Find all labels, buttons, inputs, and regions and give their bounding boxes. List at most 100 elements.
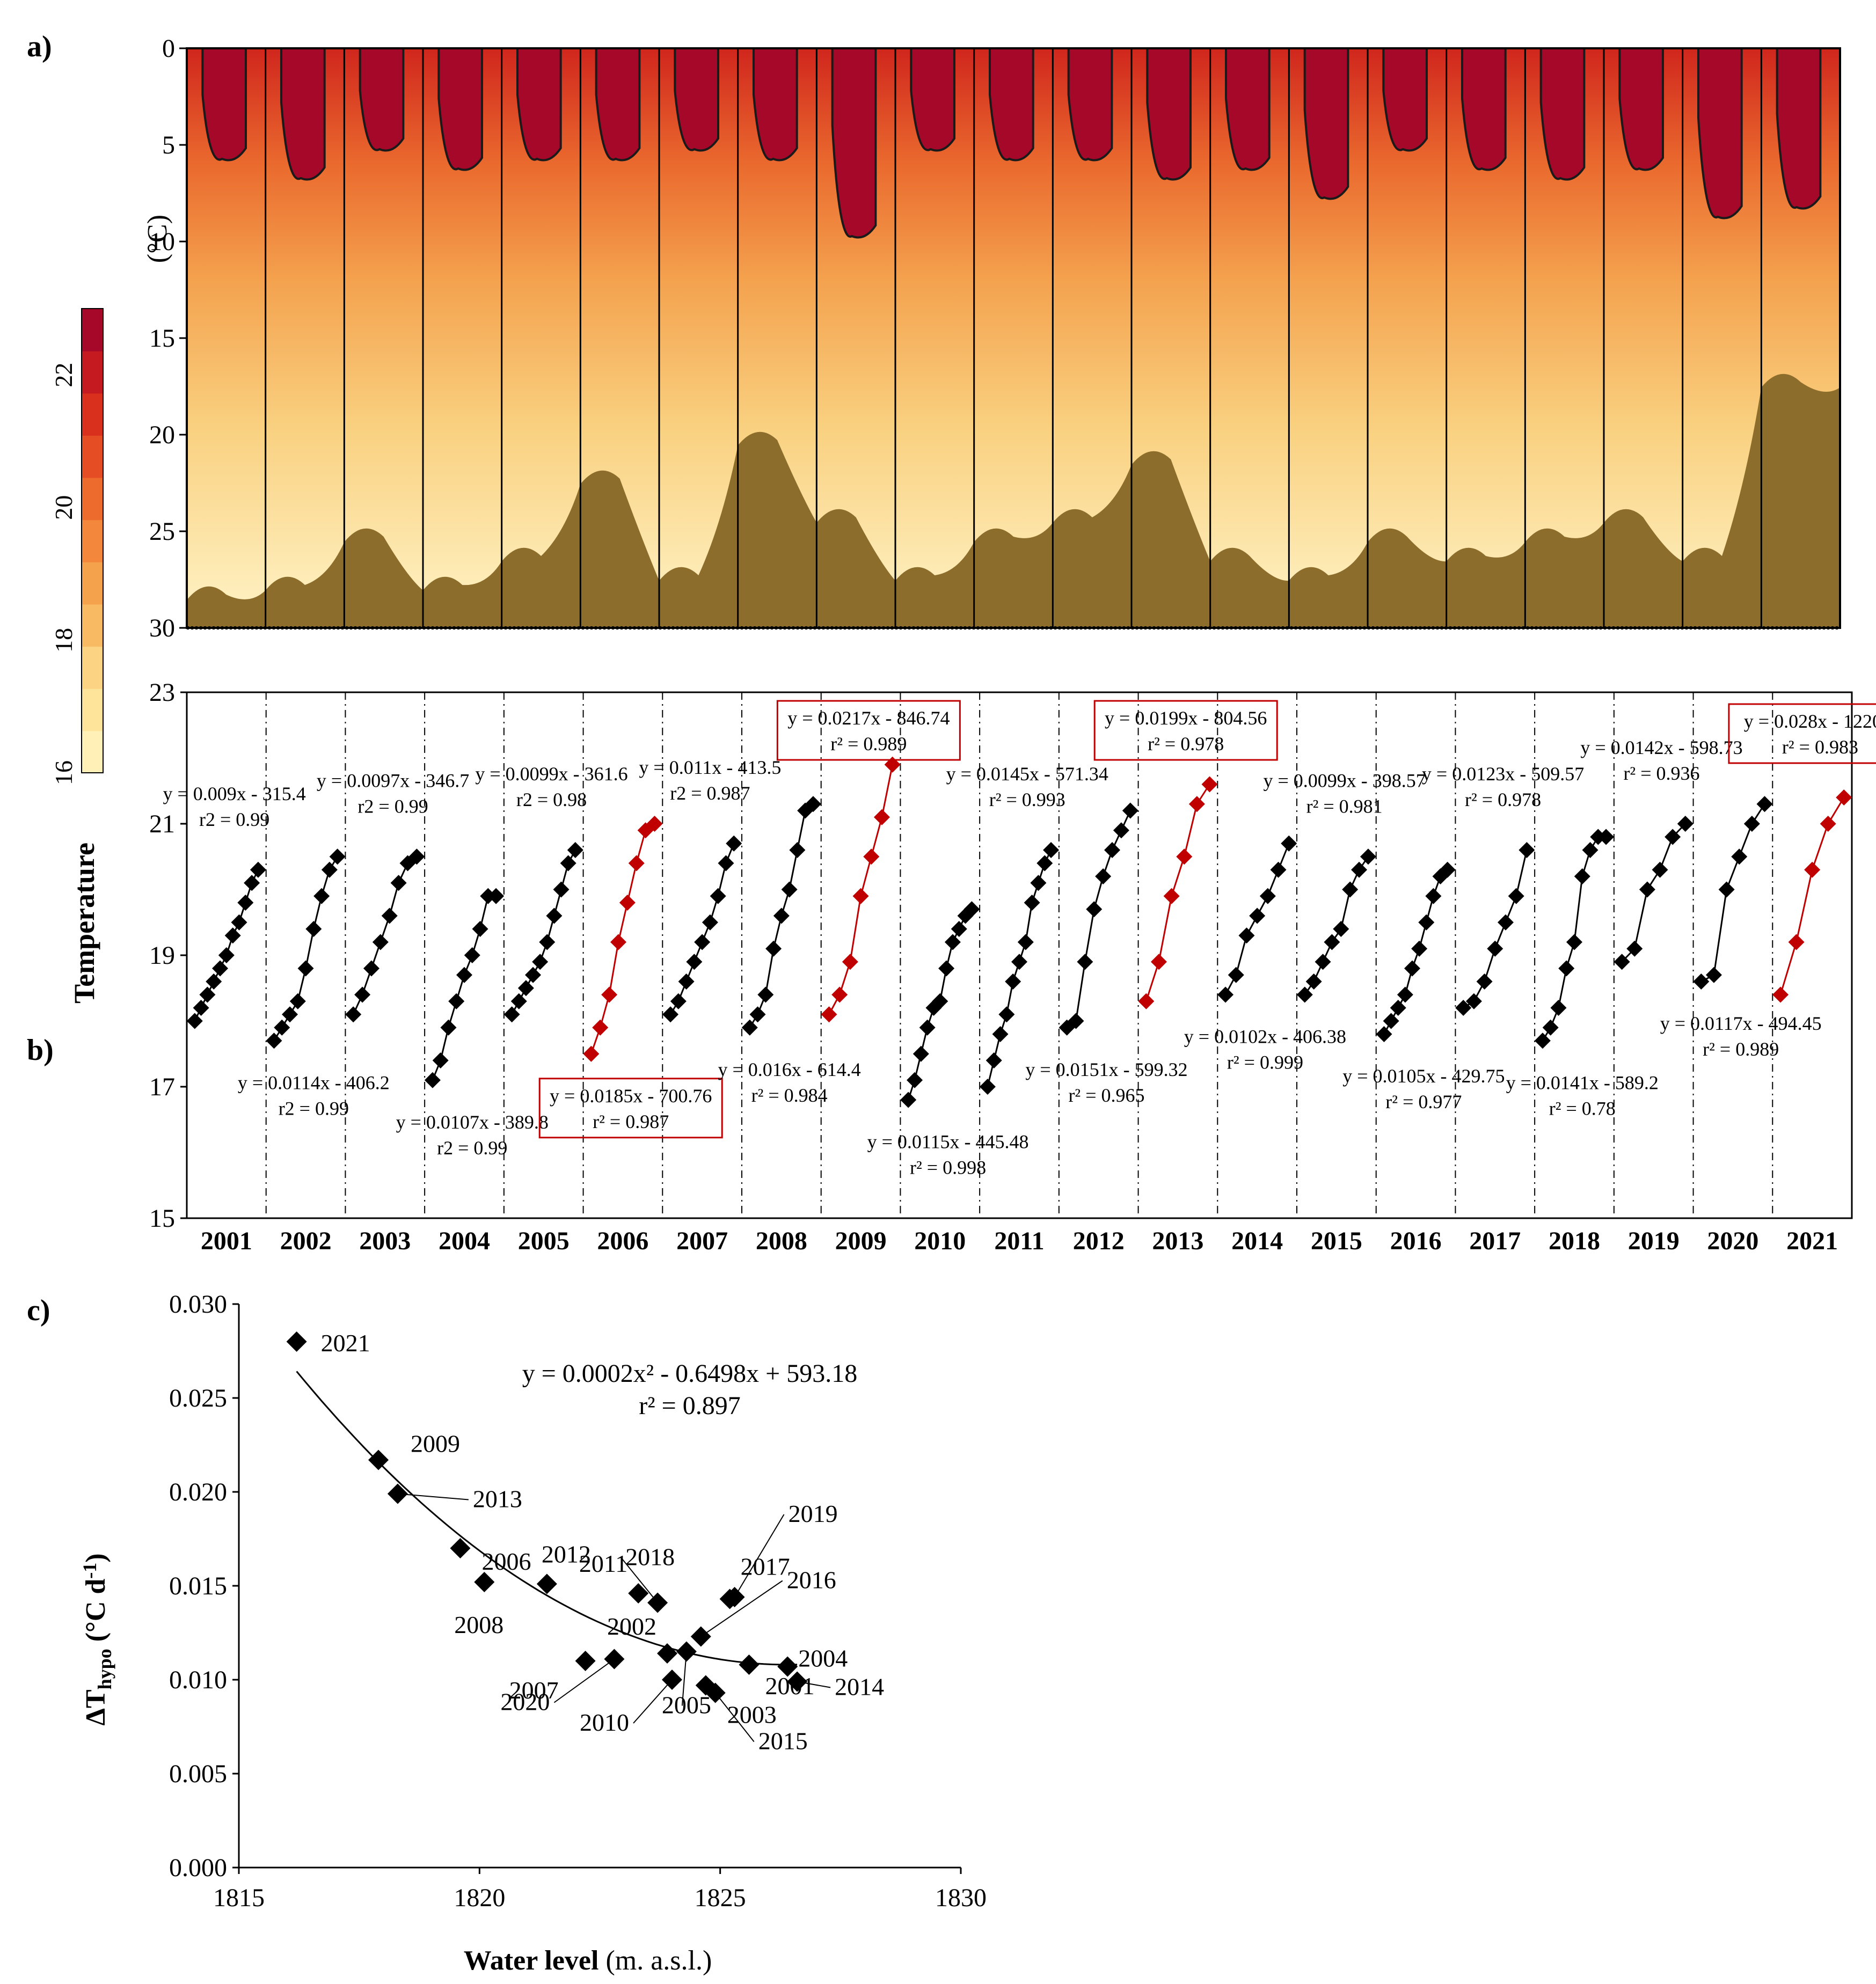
regression-equation: y = 0.0115x - 445.48	[867, 1131, 1029, 1153]
x-tick-label: 2009	[835, 1227, 887, 1255]
data-point	[907, 1072, 923, 1088]
panel-label-a: a)	[27, 30, 52, 63]
data-point	[1756, 796, 1773, 812]
data-point	[1017, 934, 1034, 950]
regression-r2: r² = 0.983	[1782, 736, 1858, 758]
lake-bottom-2015	[1289, 542, 1368, 628]
data-point	[1104, 842, 1121, 858]
year-label: 2017	[741, 1553, 790, 1580]
regression-equation: y = 0.0102x - 406.38	[1184, 1026, 1346, 1048]
x-tick-label: 2004	[439, 1227, 490, 1255]
regression-r2: r2 = 0.99	[279, 1097, 349, 1119]
data-point	[1411, 940, 1428, 957]
lake-bottom-2014	[1210, 547, 1289, 628]
data-point	[206, 973, 222, 990]
lake-bottom-2001	[187, 586, 266, 628]
data-point	[765, 940, 782, 957]
data-point	[1296, 986, 1313, 1003]
y-tick-label: 0.020	[169, 1478, 227, 1506]
data-point	[1150, 954, 1167, 970]
data-point-2005	[676, 1641, 697, 1662]
data-point	[329, 848, 346, 865]
leader-line	[633, 1679, 673, 1724]
panel-c-y-axis-title-sub: hypo	[94, 1649, 115, 1689]
data-point-2013	[387, 1483, 408, 1504]
data-point	[345, 1006, 362, 1023]
year-label: 2018	[625, 1543, 675, 1571]
y-tick-label: 0.030	[169, 1290, 227, 1319]
regression-equation: y = 0.0099x - 398.57	[1263, 770, 1425, 791]
colorbar-tick-label: 18	[50, 628, 77, 653]
data-point	[1574, 868, 1590, 884]
depth-tick-label: 5	[162, 131, 175, 159]
data-point	[1404, 960, 1421, 977]
data-point	[592, 1019, 609, 1036]
data-point	[1508, 888, 1524, 904]
data-point	[662, 1006, 679, 1023]
data-point	[1281, 835, 1297, 852]
year-label: 2012	[542, 1541, 591, 1568]
data-point	[1390, 1000, 1406, 1016]
x-tick-label: 2017	[1469, 1227, 1521, 1255]
epilimnion-2006	[595, 47, 641, 162]
colorbar-block	[82, 730, 103, 773]
data-point	[1376, 1026, 1392, 1042]
x-tick-label: 2008	[756, 1227, 807, 1255]
panel-c-y-axis-title-unit: (°C d	[81, 1579, 111, 1649]
y-tick-label: 0.025	[169, 1384, 227, 1412]
year-label: 2001	[765, 1672, 814, 1700]
series-line-2021	[1779, 797, 1845, 995]
panel-a-contour-plot: 0 5 10 15 20 25 30	[149, 34, 1841, 642]
panel-b-series	[186, 756, 1852, 1108]
data-point	[670, 993, 687, 1009]
data-point	[1188, 796, 1205, 812]
regression-r2: r² = 0.989	[830, 733, 907, 755]
data-point	[1665, 829, 1681, 845]
data-point	[1836, 789, 1852, 806]
regression-equation: y = 0.0099x - 361.6	[475, 763, 627, 785]
epilimnion-2013	[1146, 47, 1192, 181]
colorbar-tick-label: 22	[50, 363, 77, 387]
panel-c-r2: r² = 0.897	[639, 1392, 740, 1420]
data-point	[448, 993, 465, 1009]
panel-c-y-axis-title-main: ΔT	[81, 1689, 111, 1725]
regression-equation: y = 0.0097x - 346.7	[317, 770, 469, 791]
data-point	[619, 895, 636, 911]
data-point	[1455, 1000, 1472, 1016]
depth-tick-label: 15	[149, 324, 175, 353]
data-point	[726, 835, 742, 852]
data-point	[1718, 881, 1735, 898]
data-point	[381, 907, 398, 924]
data-point-2016	[690, 1626, 711, 1647]
data-point	[1305, 973, 1322, 990]
epilimnion-2007	[674, 47, 719, 152]
regression-r2: r² = 0.999	[1227, 1052, 1303, 1073]
data-point-2014	[787, 1671, 808, 1692]
data-point	[503, 1006, 520, 1023]
data-point-2015	[705, 1682, 726, 1703]
lake-bottom-2010	[895, 542, 974, 628]
colorbar-tick-label: 16	[50, 760, 77, 785]
colorbar-color-blocks	[82, 309, 103, 773]
lake-bottom-2005	[501, 484, 581, 628]
data-point	[1731, 848, 1748, 865]
data-point	[244, 875, 260, 891]
leader-line	[714, 1692, 755, 1743]
lake-bottom-2019	[1604, 509, 1683, 628]
data-point	[510, 993, 527, 1009]
panel-c-points	[286, 1331, 808, 1703]
data-point	[986, 1052, 1002, 1068]
regression-r2: r² = 0.984	[751, 1085, 828, 1106]
year-label: 2013	[473, 1485, 522, 1513]
x-tick-label: 2003	[359, 1227, 411, 1255]
year-label: 2003	[727, 1701, 777, 1729]
data-point	[913, 1045, 929, 1062]
lake-bottom-2013	[1132, 451, 1210, 628]
data-point	[1077, 954, 1093, 970]
epilimnion-2008	[753, 47, 798, 162]
panel-c-leader-lines	[397, 1493, 831, 1743]
x-tick-label: 2014	[1231, 1227, 1283, 1255]
regression-r2: r² = 0.78	[1549, 1097, 1616, 1119]
leader-line	[621, 1557, 658, 1604]
